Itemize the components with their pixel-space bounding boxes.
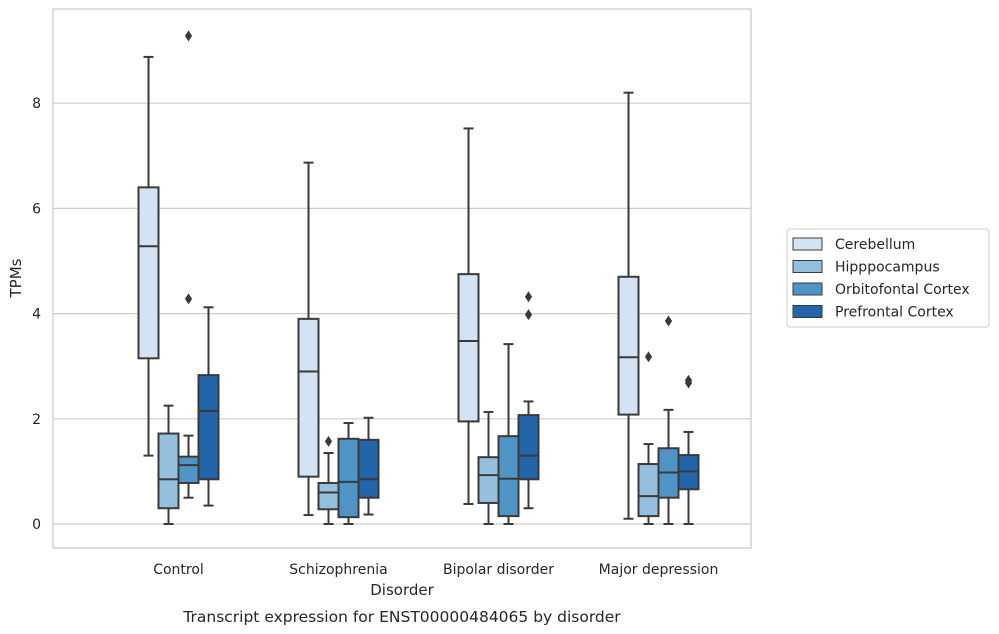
box-orbitofontal-cortex-3 [657, 315, 680, 525]
y-axis-label: TPMs [7, 258, 25, 298]
box-hipppocampus-1 [317, 435, 340, 525]
box-orbitofontal-cortex-0 [177, 30, 200, 499]
outlier-point [324, 435, 333, 447]
outlier-point [524, 291, 533, 303]
legend-label: Hipppocampus [835, 260, 940, 276]
outlier-point [184, 293, 193, 305]
box-iqr [337, 437, 360, 519]
box-cerebellum-2 [457, 127, 480, 506]
x-tick-label: Bipolar disorder [443, 562, 554, 578]
box-iqr [357, 438, 380, 499]
legend-swatch [792, 260, 823, 273]
legend-label: Prefrontal Cortex [835, 305, 954, 321]
box-prefrontal-cortex-2 [517, 291, 540, 510]
y-tick-label: 8 [32, 96, 41, 112]
box-iqr [317, 481, 340, 511]
box-cerebellum-1 [297, 161, 320, 517]
box-iqr [177, 455, 200, 484]
boxes-layer [137, 30, 700, 525]
x-tick-label: Major depression [599, 562, 719, 578]
legend-frame [786, 228, 990, 328]
plot-area [52, 8, 752, 549]
box-iqr [637, 463, 660, 518]
box-hipppocampus-2 [477, 410, 500, 525]
outlier-point [644, 351, 653, 363]
outlier-point [684, 374, 693, 386]
x-tick-label: Schizophrenia [289, 562, 387, 578]
y-tick-label: 0 [32, 517, 41, 533]
box-prefrontal-cortex-3 [677, 374, 700, 525]
outlier-point [184, 30, 193, 42]
outlier-point [524, 309, 533, 321]
chart-caption: Transcript expression for ENST0000048406… [182, 608, 621, 626]
box-prefrontal-cortex-1 [357, 416, 380, 516]
legend-label: Orbitofontal Cortex [835, 282, 970, 298]
box-orbitofontal-cortex-2 [497, 343, 520, 525]
y-tick-label: 4 [32, 307, 41, 323]
outlier-point [664, 315, 673, 327]
x-axis-label: Disorder [370, 581, 434, 599]
box-iqr [197, 374, 220, 481]
y-tick-labels: 0 2 4 6 8 [32, 96, 41, 533]
box-orbitofontal-cortex-1 [337, 422, 360, 525]
x-tick-labels: Control Schizophrenia Bipolar disorder Majo… [153, 562, 718, 578]
box-iqr [477, 456, 500, 504]
legend-swatch [792, 237, 823, 251]
box-hipppocampus-0 [157, 404, 180, 525]
x-tick-label: Control [153, 562, 204, 578]
box-iqr [137, 186, 160, 360]
y-tick-label: 2 [32, 412, 41, 428]
legend: Cerebellum Hipppocampus Orbitofontal Corte… [786, 228, 990, 328]
box-cerebellum-3 [617, 91, 640, 520]
legend-swatch [792, 305, 823, 318]
box-iqr [457, 273, 480, 423]
box-iqr [297, 317, 320, 478]
box-hipppocampus-3 [637, 351, 660, 525]
box-iqr [157, 432, 180, 510]
legend-label: Cerebellum [835, 237, 915, 253]
box-iqr [517, 414, 540, 481]
y-tick-label: 6 [32, 201, 41, 217]
box-iqr [617, 275, 640, 416]
box-cerebellum-0 [137, 55, 160, 457]
box-iqr [497, 435, 520, 518]
box-prefrontal-cortex-0 [197, 306, 220, 507]
legend-swatch [792, 282, 823, 296]
